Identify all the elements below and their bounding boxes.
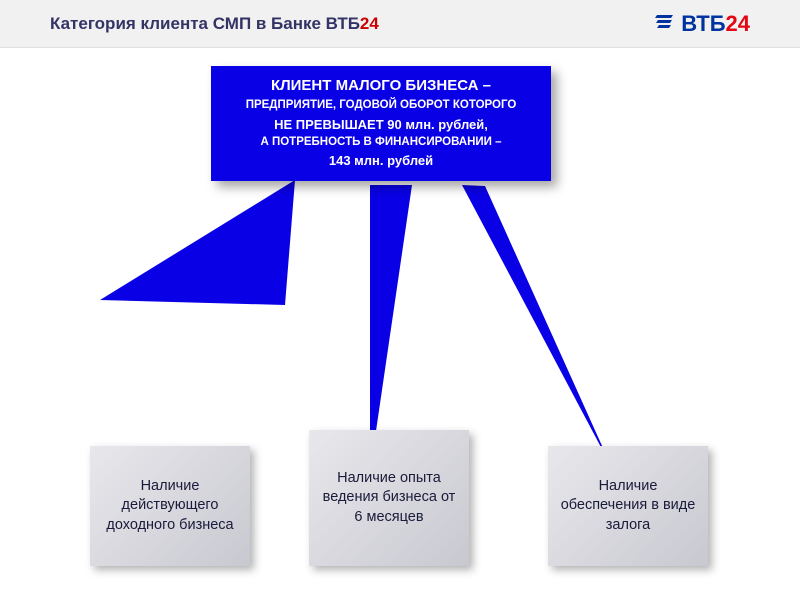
arrow-right xyxy=(462,185,612,468)
main-line1: КЛИЕНТ МАЛОГО БИЗНЕСА – xyxy=(225,76,537,96)
criterion-box-1: Наличие действующего доходного бизнеса xyxy=(90,446,250,566)
main-line2: ПРЕДПРИЯТИЕ, ГОДОВОЙ ОБОРОТ КОТОРОГО xyxy=(225,98,537,114)
main-line4: А ПОТРЕБНОСТЬ В ФИНАНСИРОВАНИИ – xyxy=(225,135,537,151)
criterion-label-1: Наличие действующего доходного бизнеса xyxy=(100,477,240,536)
slide-title: Категория клиента СМП в Банке ВТБ24 xyxy=(50,14,379,34)
criterion-label-2: Наличие опыта ведения бизнеса от 6 месяц… xyxy=(319,469,459,528)
arrow-middle xyxy=(370,185,412,472)
slide-title-main: Категория клиента СМП в Банке ВТБ xyxy=(50,14,360,33)
main-line5: 143 млн. рублей xyxy=(225,152,537,170)
main-definition-box: КЛИЕНТ МАЛОГО БИЗНЕСА – ПРЕДПРИЯТИЕ, ГОД… xyxy=(211,66,551,181)
header-bar: Категория клиента СМП в Банке ВТБ24 ВТБ2… xyxy=(0,0,800,48)
criterion-box-3: Наличие обеспечения в виде залога xyxy=(548,446,708,566)
logo-text-red: 24 xyxy=(726,11,750,36)
logo-text-blue: ВТБ xyxy=(681,11,725,36)
main-line3: НЕ ПРЕВЫШАЕТ 90 млн. рублей, xyxy=(225,116,537,134)
logo-wing-icon xyxy=(655,13,675,34)
slide-title-accent: 24 xyxy=(360,14,379,33)
logo-text: ВТБ24 xyxy=(681,11,750,37)
criterion-label-3: Наличие обеспечения в виде залога xyxy=(558,477,698,536)
logo: ВТБ24 xyxy=(655,11,750,37)
criterion-box-2: Наличие опыта ведения бизнеса от 6 месяц… xyxy=(309,430,469,566)
arrow-left xyxy=(100,180,295,305)
